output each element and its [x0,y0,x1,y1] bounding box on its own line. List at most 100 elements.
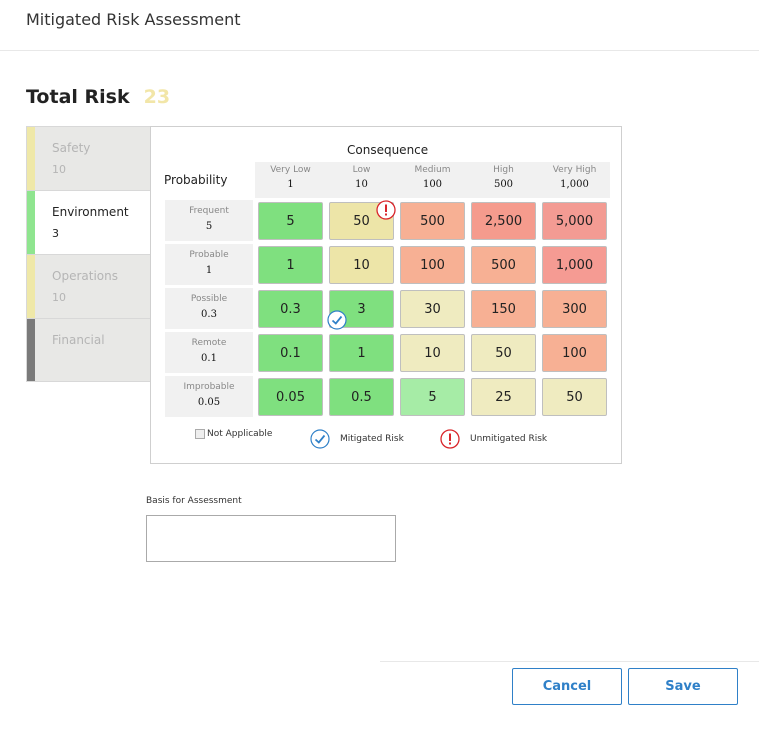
risk-cell-value: 0.3 [280,301,301,317]
risk-cell[interactable]: 10 [329,246,394,284]
legend-mitigated: Mitigated Risk [310,429,404,449]
column-name: Very High [552,165,597,175]
risk-cell-value: 0.5 [351,389,372,405]
unmitigated-alert-icon [376,200,396,224]
risk-cell[interactable]: 25 [471,378,536,416]
risk-cell-value: 0.1 [280,345,301,361]
risk-cell[interactable]: 0.1 [258,334,323,372]
risk-cell[interactable]: 5,000 [542,202,607,240]
risk-cell[interactable]: 5 [258,202,323,240]
risk-category-tabs: Safety 10 Environment 3 Operations 10 Fi… [26,126,151,382]
risk-cell[interactable]: 30 [400,290,465,328]
probability-row-header: Possible 0.3 [165,288,253,329]
risk-cell[interactable]: 50 [329,200,396,240]
total-risk-value: 23 [143,86,171,108]
legend-mitigated-label: Mitigated Risk [340,434,404,444]
tab-safety[interactable]: Safety 10 [26,126,151,190]
consequence-column-header: Very High 1,000 [539,162,610,198]
row-value: 1 [205,265,213,276]
save-button[interactable]: Save [628,668,738,705]
row-name: Possible [190,294,228,304]
risk-cell[interactable]: 10 [400,334,465,372]
probability-row-header: Frequent 5 [165,200,253,241]
probability-row-header: Remote 0.1 [165,332,253,373]
risk-cell[interactable]: 1 [258,246,323,284]
risk-cell[interactable]: 150 [471,290,536,328]
risk-cell[interactable]: 0.3 [258,290,323,328]
row-name: Improbable [183,382,235,392]
tab-label: Financial [52,333,105,347]
risk-cell-value: 100 [562,345,587,361]
risk-cell-value: 1 [357,345,366,361]
legend-unmitigated-label: Unmitigated Risk [470,434,548,444]
risk-cell-value: 50 [495,345,512,361]
row-value: 5 [205,221,213,232]
probability-row-header: Probable 1 [165,244,253,285]
risk-cell[interactable]: 5 [400,378,465,416]
column-name: High [493,165,514,175]
row-name: Probable [189,250,229,260]
consequence-column-header: Very Low 1 [255,162,326,198]
not-applicable-checkbox[interactable] [195,429,205,439]
column-value: 1 [287,179,294,190]
risk-cell[interactable]: 500 [471,246,536,284]
risk-cell-value: 10 [424,345,441,361]
risk-cell[interactable]: 50 [542,378,607,416]
risk-cell[interactable]: 100 [400,246,465,284]
column-value: 10 [355,179,368,190]
column-name: Very Low [270,165,311,175]
tab-operations[interactable]: Operations 10 [26,254,151,318]
mitigated-check-icon [310,429,330,449]
consequence-column-header: Medium 100 [397,162,468,198]
row-value: 0.1 [201,353,217,364]
risk-cell[interactable]: 0.05 [258,378,323,416]
tab-label: Environment [52,205,129,219]
risk-cell[interactable]: 3 [327,290,394,330]
tab-score: 10 [52,163,66,176]
cancel-button[interactable]: Cancel [512,668,622,705]
row-name: Frequent [189,206,229,216]
risk-cell[interactable]: 300 [542,290,607,328]
consequence-column-header: Low 10 [326,162,397,198]
legend-not-applicable[interactable]: Not Applicable [195,429,272,439]
row-value: 0.05 [197,397,221,408]
risk-cell-value: 100 [420,257,445,273]
footer-divider [380,661,759,662]
risk-cell-value: 3 [357,301,366,317]
basis-label: Basis for Assessment [146,496,242,506]
tab-financial[interactable]: Financial [26,318,151,382]
basis-input[interactable] [146,515,396,562]
risk-cell[interactable]: 0.5 [329,378,394,416]
column-value: 1,000 [560,179,589,190]
tab-color-bar [27,191,35,254]
risk-cell-value: 5,000 [555,213,594,229]
tab-label: Safety [52,141,91,155]
tab-score: 3 [52,227,59,240]
probability-title: Probability [164,173,228,187]
legend-not-applicable-label: Not Applicable [207,429,273,439]
risk-cell[interactable]: 500 [400,202,465,240]
risk-cell[interactable]: 2,500 [471,202,536,240]
risk-cell-value: 500 [420,213,445,229]
column-name: Low [352,165,371,175]
column-value: 100 [422,179,443,190]
probability-row-header: Improbable 0.05 [165,376,253,417]
risk-cell[interactable]: 50 [471,334,536,372]
risk-cell-value: 0.05 [276,389,305,405]
dialog-header: Mitigated Risk Assessment [0,0,759,51]
risk-cell[interactable]: 1,000 [542,246,607,284]
tab-environment[interactable]: Environment 3 [26,190,151,254]
risk-cell-value: 300 [562,301,587,317]
risk-cell-value: 500 [491,257,516,273]
legend-unmitigated: Unmitigated Risk [440,429,547,449]
risk-cell-value: 25 [495,389,512,405]
risk-cell-value: 50 [566,389,583,405]
consequence-column-header: High 500 [468,162,539,198]
tab-color-bar [27,127,35,190]
risk-cell[interactable]: 100 [542,334,607,372]
risk-cell[interactable]: 1 [329,334,394,372]
total-risk-label: Total Risk [26,86,130,108]
row-name: Remote [191,338,227,348]
dialog-title: Mitigated Risk Assessment [26,10,241,29]
mitigated-check-icon [327,310,347,334]
